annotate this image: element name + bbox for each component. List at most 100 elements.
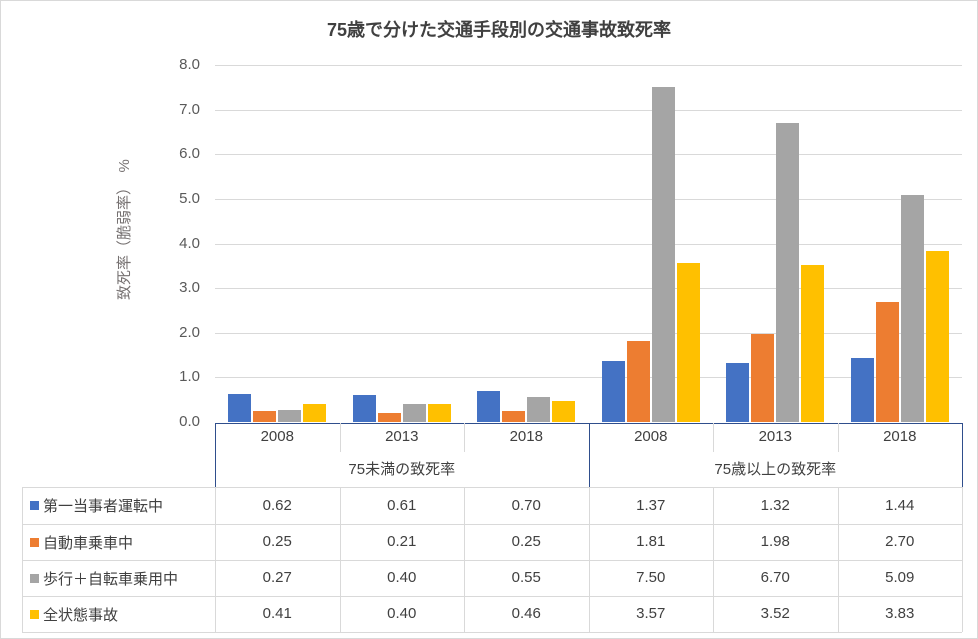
table-cell-value: 1.32 bbox=[760, 496, 790, 514]
bar bbox=[601, 360, 625, 422]
legend-label: 自動車乗車中 bbox=[43, 535, 134, 552]
legend-swatch-icon bbox=[30, 538, 39, 547]
bar bbox=[850, 357, 874, 422]
table-cell-value: 3.52 bbox=[760, 605, 790, 622]
gridline bbox=[215, 109, 962, 111]
table-cell-value: 0.62 bbox=[262, 496, 292, 514]
table-cell-value: 0.46 bbox=[511, 605, 541, 622]
divider bbox=[962, 487, 963, 632]
divider bbox=[22, 487, 23, 632]
divider bbox=[837, 487, 839, 632]
legend-entry: 全状態事故 bbox=[30, 604, 118, 625]
table-cell-value: 0.21 bbox=[387, 533, 417, 550]
y-tick-label: 5.0 bbox=[179, 189, 200, 207]
table-cell-value: 1.98 bbox=[760, 533, 790, 550]
legend-label: 第一当事者運転中 bbox=[43, 498, 164, 515]
divider bbox=[215, 487, 216, 632]
divider bbox=[22, 487, 962, 488]
legend-entry: 第一当事者運転中 bbox=[30, 495, 163, 516]
table-cell-value: 0.61 bbox=[387, 496, 417, 514]
divider bbox=[22, 596, 962, 597]
table-cell-value: 0.40 bbox=[387, 605, 417, 622]
bar bbox=[875, 301, 899, 422]
bar bbox=[377, 412, 401, 422]
y-tick-label: 1.0 bbox=[179, 368, 200, 386]
divider bbox=[22, 632, 962, 633]
x-tick-label: 2018 bbox=[509, 428, 543, 445]
table-cell-value: 7.50 bbox=[636, 569, 666, 586]
y-tick-label: 7.0 bbox=[179, 100, 200, 118]
gridline bbox=[215, 65, 962, 66]
gridline bbox=[215, 154, 962, 156]
group-label: 75未満の致死率 bbox=[348, 461, 456, 478]
bar bbox=[676, 262, 700, 422]
gridline bbox=[215, 243, 962, 245]
bar bbox=[776, 123, 800, 422]
bar bbox=[402, 404, 426, 422]
divider bbox=[588, 487, 590, 632]
legend-entry: 自動車乗車中 bbox=[30, 532, 133, 553]
x-tick-label: 2013 bbox=[758, 428, 792, 445]
bar bbox=[925, 251, 949, 422]
bar bbox=[477, 390, 501, 422]
table-cell-value: 0.25 bbox=[511, 533, 541, 550]
divider bbox=[22, 524, 962, 525]
y-axis-label: 致死率（脆弱率） % bbox=[116, 159, 133, 300]
y-tick-label: 3.0 bbox=[179, 279, 200, 297]
table-cell-value: 2.70 bbox=[885, 533, 915, 550]
bar bbox=[253, 410, 277, 422]
gridline bbox=[215, 377, 962, 379]
divider bbox=[713, 487, 714, 632]
y-tick-label: 2.0 bbox=[179, 323, 200, 341]
legend-swatch-icon bbox=[30, 501, 39, 510]
x-tick-label: 2008 bbox=[260, 428, 294, 445]
group-label: 75歳以上の致死率 bbox=[714, 461, 837, 478]
table-cell-value: 3.83 bbox=[885, 605, 915, 622]
y-tick-label: 0.0 bbox=[179, 413, 200, 430]
divider bbox=[464, 487, 465, 632]
gridline bbox=[215, 332, 962, 334]
bar bbox=[626, 341, 650, 422]
legend-swatch-icon bbox=[30, 610, 39, 619]
gridline bbox=[215, 288, 962, 290]
legend-swatch-icon bbox=[30, 574, 39, 583]
bar bbox=[228, 394, 252, 422]
bar bbox=[352, 394, 376, 422]
bar bbox=[801, 264, 825, 422]
divider bbox=[339, 487, 341, 632]
legend-label: 歩行＋自転車乗用中 bbox=[43, 571, 179, 588]
x-tick-label: 2008 bbox=[634, 428, 668, 445]
bar bbox=[552, 401, 576, 422]
bar bbox=[900, 194, 924, 422]
y-tick-label: 8.0 bbox=[179, 56, 200, 73]
table-cell-value: 0.40 bbox=[387, 569, 417, 586]
bar bbox=[303, 403, 327, 422]
bar bbox=[651, 87, 675, 422]
bar bbox=[502, 410, 526, 422]
y-tick-label: 4.0 bbox=[179, 234, 200, 252]
bar bbox=[427, 404, 451, 422]
divider bbox=[713, 423, 714, 452]
table-cell-value: 1.44 bbox=[885, 496, 915, 514]
table-cell-value: 5.09 bbox=[885, 569, 915, 586]
table-cell-value: 0.27 bbox=[262, 569, 292, 586]
divider bbox=[464, 423, 465, 452]
x-tick-label: 2018 bbox=[883, 428, 917, 445]
table-cell-value: 1.37 bbox=[636, 496, 666, 514]
bar bbox=[751, 333, 775, 422]
bar bbox=[278, 409, 302, 422]
divider bbox=[22, 560, 962, 561]
table-cell-value: 3.57 bbox=[636, 605, 666, 622]
divider bbox=[837, 423, 839, 452]
table-cell-value: 0.70 bbox=[511, 496, 541, 514]
table-cell-value: 0.25 bbox=[262, 533, 292, 550]
legend-entry: 歩行＋自転車乗用中 bbox=[30, 568, 178, 589]
table-cell-value: 6.70 bbox=[760, 569, 790, 586]
bar bbox=[726, 363, 750, 422]
chart-title: 75歳で分けた交通手段別の交通事故致死率 bbox=[326, 20, 672, 40]
bar bbox=[527, 397, 551, 422]
table-cell-value: 1.81 bbox=[636, 533, 666, 550]
x-tick-label: 2013 bbox=[385, 428, 419, 445]
legend-label: 全状態事故 bbox=[43, 607, 119, 624]
table-cell-value: 0.55 bbox=[511, 569, 541, 586]
